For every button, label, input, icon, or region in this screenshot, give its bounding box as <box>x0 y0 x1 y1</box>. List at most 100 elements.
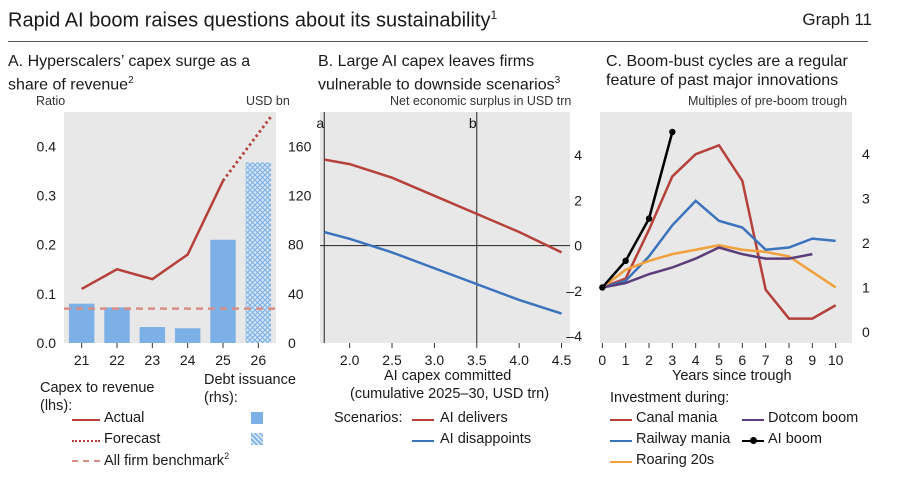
panel-c-legend-header: Investment during: <box>610 390 730 406</box>
railway-legend-swatch <box>610 440 632 442</box>
y-tick-4: 4 <box>862 146 870 162</box>
ai-boom-point-2 <box>645 215 653 222</box>
y-tick-2: 2 <box>574 192 582 208</box>
x-tick-3: 3 <box>668 352 676 368</box>
panel-b-xlabel: AI capex committed <box>384 368 512 384</box>
marker-label-a: a <box>316 115 324 131</box>
x-tick-2: 2 <box>645 352 653 368</box>
benchmark-legend-label: All firm benchmark2 <box>104 451 230 469</box>
panel-b-plot-area <box>320 112 570 343</box>
series-ai-boom <box>601 131 674 289</box>
panel-a-left-unit: Ratio <box>36 94 66 108</box>
railway-legend-label: Railway mania <box>636 431 731 447</box>
canal-legend-swatch <box>610 419 632 421</box>
left-tick-0.0: 0.0 <box>37 335 57 351</box>
right-tick-120: 120 <box>288 188 312 204</box>
debt-issuance-bar-21 <box>68 303 95 343</box>
panel-b-title: B. Large AI capex leaves firms vulnerabl… <box>318 53 561 94</box>
x-tick-2.0: 2.0 <box>340 352 360 368</box>
ai-boom-legend-label: AI boom <box>768 431 822 447</box>
x-tick-3.5: 3.5 <box>467 352 487 368</box>
benchmark-legend-swatch <box>72 460 100 462</box>
dotcom-legend-swatch <box>742 419 764 421</box>
x-tick-23: 23 <box>145 352 161 368</box>
panel-a-title: A. Hyperscalers’ capex surge as a share … <box>8 53 251 94</box>
left-tick-0.4: 0.4 <box>37 138 57 154</box>
x-tick-5: 5 <box>715 352 723 368</box>
debt-issuance-bar-23 <box>139 327 166 343</box>
debt-issuance-bar-25 <box>210 239 236 343</box>
capex-actual-line <box>81 180 225 291</box>
panel-a-legend-capex-header: Capex to revenue <box>40 380 155 396</box>
debt-issuance-bar-26 <box>245 162 272 343</box>
graph-label: Graph 11 <box>802 10 872 29</box>
panel-a-legend-debt-header-2: (rhs): <box>204 390 238 406</box>
y-tick-2: 2 <box>862 235 870 251</box>
left-tick-0.3: 0.3 <box>37 188 57 204</box>
title-footnote: 1 <box>490 8 498 22</box>
header-divider <box>8 41 868 42</box>
ai-boom-point-1 <box>622 257 629 265</box>
y-tick-0: 0 <box>574 238 582 254</box>
capex-forecast-line <box>221 116 272 182</box>
ai-disappoints-legend-label: AI disappoints <box>440 431 532 447</box>
series-canal-mania <box>601 143 837 320</box>
right-tick-40: 40 <box>288 286 304 302</box>
series-ai-disappoints <box>323 230 562 315</box>
x-tick-24: 24 <box>180 352 196 368</box>
x-tick-1: 1 <box>622 352 630 368</box>
x-tick-4.0: 4.0 <box>509 352 529 368</box>
panel-a-footnote: 2 <box>128 75 134 86</box>
panel-a-legend-debt-header: Debt issuance <box>204 372 296 388</box>
y-tick-1: 1 <box>862 279 870 295</box>
benchmark-footnote: 2 <box>224 451 230 461</box>
ai-boom-point-3 <box>669 128 676 136</box>
x-tick-10: 10 <box>828 352 844 368</box>
series-ai-delivers <box>324 158 563 254</box>
y-tick-–4: –4 <box>566 328 582 344</box>
series-roaring-20s <box>601 243 837 289</box>
ai-disappoints-legend-swatch <box>412 440 434 442</box>
x-tick-25: 25 <box>215 352 231 368</box>
x-tick-21: 21 <box>74 352 90 368</box>
x-tick-7: 7 <box>762 352 770 368</box>
x-tick-9: 9 <box>808 352 816 368</box>
ai-boom-point-0 <box>599 284 606 291</box>
debt-forecast-legend-swatch <box>251 433 263 445</box>
panel-c-title: C. Boom-bust cycles are a regular featur… <box>606 53 848 89</box>
x-tick-4.5: 4.5 <box>552 352 572 368</box>
series-dotcom-boom <box>602 246 813 289</box>
right-tick-80: 80 <box>288 237 304 253</box>
y-tick-4: 4 <box>574 147 582 163</box>
panel-c-plot-area <box>600 112 852 343</box>
x-tick-2.5: 2.5 <box>382 352 402 368</box>
panel-a-plot-area <box>64 112 276 343</box>
right-tick-160: 160 <box>288 138 312 154</box>
x-tick-4: 4 <box>692 352 700 368</box>
ai-boom-legend-marker <box>750 437 757 444</box>
panel-b-footnote: 3 <box>554 75 561 86</box>
debt-issuance-bar-24 <box>174 328 201 343</box>
ai-delivers-legend-swatch <box>412 419 434 421</box>
left-tick-0.1: 0.1 <box>37 286 57 302</box>
y-tick-–2: –2 <box>566 283 582 299</box>
right-tick-0: 0 <box>288 335 296 351</box>
dotcom-legend-label: Dotcom boom <box>768 410 859 426</box>
left-tick-0.2: 0.2 <box>37 237 57 253</box>
y-tick-3: 3 <box>862 191 870 207</box>
marker-label-b: b <box>469 115 477 131</box>
debt-issuance-bar-22 <box>104 307 130 343</box>
page-title: Rapid AI boom raises questions about its… <box>8 8 498 32</box>
panel-b-xlabel-2: (cumulative 2025–30, USD trn) <box>350 386 550 402</box>
panel-a-right-unit: USD bn <box>246 94 290 108</box>
x-tick-3.0: 3.0 <box>425 352 445 368</box>
roaring-legend-swatch <box>610 461 632 463</box>
x-tick-8: 8 <box>785 352 793 368</box>
forecast-legend-label: Forecast <box>104 431 161 447</box>
x-tick-26: 26 <box>251 352 267 368</box>
x-tick-0: 0 <box>598 352 606 368</box>
panel-b-unit: Net economic surplus in USD trn <box>390 94 572 108</box>
y-tick-0: 0 <box>862 324 870 340</box>
debt-actual-legend-swatch <box>251 412 263 424</box>
